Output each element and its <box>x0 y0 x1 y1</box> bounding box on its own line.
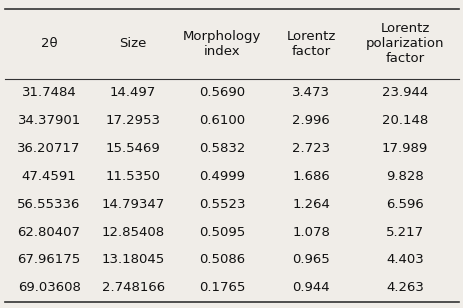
Text: 0.5086: 0.5086 <box>199 253 244 266</box>
Text: 17.2953: 17.2953 <box>106 114 160 127</box>
Text: 2θ: 2θ <box>41 37 57 51</box>
Text: 13.18045: 13.18045 <box>101 253 164 266</box>
Text: 23.944: 23.944 <box>381 86 427 99</box>
Text: 1.686: 1.686 <box>292 170 329 183</box>
Text: 0.6100: 0.6100 <box>199 114 244 127</box>
Text: Morphology
index: Morphology index <box>182 30 261 58</box>
Text: 0.5523: 0.5523 <box>199 198 245 211</box>
Text: 62.80407: 62.80407 <box>18 225 81 239</box>
Text: 36.20717: 36.20717 <box>18 142 81 155</box>
Text: 34.37901: 34.37901 <box>18 114 81 127</box>
Text: 20.148: 20.148 <box>381 114 427 127</box>
Text: 1.264: 1.264 <box>292 198 329 211</box>
Text: 2.723: 2.723 <box>291 142 330 155</box>
Text: 14.79347: 14.79347 <box>101 198 164 211</box>
Text: Size: Size <box>119 37 146 51</box>
Text: 12.85408: 12.85408 <box>101 225 164 239</box>
Text: 0.1765: 0.1765 <box>199 282 245 294</box>
Text: 9.828: 9.828 <box>385 170 423 183</box>
Text: 15.5469: 15.5469 <box>106 142 160 155</box>
Text: 17.989: 17.989 <box>381 142 427 155</box>
Text: 11.5350: 11.5350 <box>106 170 160 183</box>
Text: 0.5690: 0.5690 <box>199 86 244 99</box>
Text: 69.03608: 69.03608 <box>18 282 81 294</box>
Text: 0.5095: 0.5095 <box>199 225 245 239</box>
Text: 2.748166: 2.748166 <box>101 282 164 294</box>
Text: 14.497: 14.497 <box>110 86 156 99</box>
Text: Lorentz
factor: Lorentz factor <box>286 30 335 58</box>
Text: 6.596: 6.596 <box>385 198 423 211</box>
Text: 47.4591: 47.4591 <box>22 170 76 183</box>
Text: 2.996: 2.996 <box>292 114 329 127</box>
Text: Lorentz
polarization
factor: Lorentz polarization factor <box>365 22 443 65</box>
Text: 0.5832: 0.5832 <box>199 142 245 155</box>
Text: 56.55336: 56.55336 <box>18 198 81 211</box>
Text: 3.473: 3.473 <box>291 86 329 99</box>
Text: 0.4999: 0.4999 <box>199 170 244 183</box>
Text: 0.965: 0.965 <box>292 253 329 266</box>
Text: 4.263: 4.263 <box>385 282 423 294</box>
Text: 67.96175: 67.96175 <box>18 253 81 266</box>
Text: 0.944: 0.944 <box>292 282 329 294</box>
Text: 4.403: 4.403 <box>385 253 423 266</box>
Text: 31.7484: 31.7484 <box>22 86 76 99</box>
Text: 5.217: 5.217 <box>385 225 423 239</box>
Text: 1.078: 1.078 <box>292 225 329 239</box>
